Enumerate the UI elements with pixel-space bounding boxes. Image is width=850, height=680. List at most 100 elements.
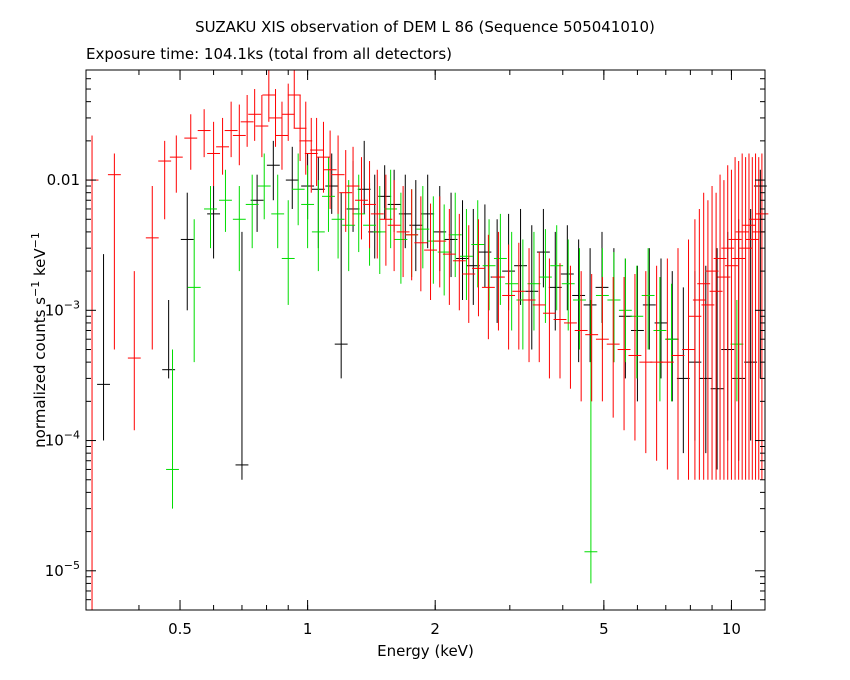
data-point	[433, 196, 447, 288]
data-point	[490, 219, 504, 323]
y-tick-label: 10−5	[45, 559, 80, 580]
data-point	[618, 258, 632, 363]
data-point	[426, 196, 440, 284]
data-point	[373, 186, 387, 275]
data-point	[287, 70, 301, 129]
x-tick-label: 10	[722, 620, 741, 638]
data-point	[442, 208, 456, 305]
data-point	[197, 109, 211, 158]
data-point	[482, 219, 496, 311]
data-point	[281, 200, 295, 305]
data-point	[642, 248, 656, 350]
data-point	[323, 130, 337, 209]
y-axis-label-sup2: −1	[29, 232, 42, 248]
data-point	[285, 146, 299, 209]
data-point	[630, 265, 644, 402]
data-point	[699, 265, 713, 454]
data-point	[730, 299, 744, 402]
data-point	[491, 231, 505, 331]
x-tick-label: 1	[303, 620, 313, 638]
data-point	[744, 208, 758, 441]
data-point	[240, 94, 254, 147]
x-tick-label: 0.5	[168, 620, 192, 638]
y-tick-exp: −5	[64, 559, 80, 572]
data-point	[169, 135, 183, 193]
data-point	[387, 180, 401, 272]
data-point	[266, 140, 280, 201]
y-tick-base: 10	[45, 562, 64, 580]
y-tick-label: 10−4	[45, 429, 80, 450]
data-point	[724, 169, 738, 480]
data-point	[357, 140, 371, 214]
data-point	[97, 254, 110, 441]
series-layer	[85, 70, 769, 610]
data-point	[752, 157, 766, 480]
y-tick-base: 10	[45, 432, 64, 450]
data-point	[299, 101, 313, 175]
data-point	[162, 299, 176, 379]
data-point	[405, 189, 419, 281]
data-point	[207, 121, 221, 187]
data-point	[291, 153, 305, 226]
y-tick-base: 10	[45, 301, 64, 319]
y-axis-label-main: normalized counts s	[31, 297, 49, 448]
x-axis-label: Energy (keV)	[377, 642, 474, 660]
data-point	[660, 258, 674, 470]
data-point	[607, 252, 621, 363]
data-point	[561, 239, 575, 331]
plot-frame	[85, 69, 766, 611]
data-point	[459, 208, 473, 300]
data-point	[232, 104, 246, 166]
data-point	[493, 213, 507, 305]
data-point	[584, 299, 598, 584]
data-point	[352, 174, 366, 253]
data-point	[180, 192, 194, 311]
data-point	[595, 277, 609, 402]
data-point	[301, 165, 315, 249]
data-point	[245, 174, 259, 249]
data-point	[204, 186, 217, 249]
data-point	[145, 186, 159, 350]
series-0	[97, 140, 767, 480]
data-point	[363, 161, 376, 249]
data-point	[107, 153, 121, 350]
data-point	[311, 180, 325, 272]
y-tick-label: 0.01	[47, 171, 80, 189]
data-point	[481, 234, 495, 340]
data-point	[742, 153, 756, 480]
data-point	[553, 263, 567, 379]
series-2	[85, 70, 769, 610]
data-point	[710, 248, 724, 470]
data-point	[606, 277, 620, 418]
data-point	[216, 117, 230, 175]
data-point	[532, 252, 546, 363]
data-point	[717, 180, 731, 480]
data-point	[585, 274, 599, 402]
data-point	[732, 161, 746, 480]
x-tick-label: 5	[599, 620, 609, 638]
data-point	[745, 157, 759, 480]
data-point	[250, 174, 264, 232]
data-point	[184, 114, 198, 170]
data-point	[676, 287, 690, 454]
data-point	[512, 242, 526, 350]
data-point	[370, 169, 384, 259]
data-point	[355, 157, 368, 240]
data-point	[735, 153, 749, 480]
data-point	[346, 146, 360, 226]
data-point	[639, 271, 653, 454]
y-axis-label-mid: keV	[31, 248, 49, 281]
data-point	[257, 153, 271, 220]
data-point	[630, 265, 644, 379]
data-point	[304, 117, 318, 193]
data-point	[331, 135, 345, 214]
data-point	[339, 150, 353, 232]
data-point	[653, 277, 667, 402]
data-point	[502, 244, 516, 350]
data-point	[641, 248, 655, 350]
data-point	[207, 186, 221, 259]
data-point	[158, 140, 172, 220]
data-point	[166, 349, 179, 509]
